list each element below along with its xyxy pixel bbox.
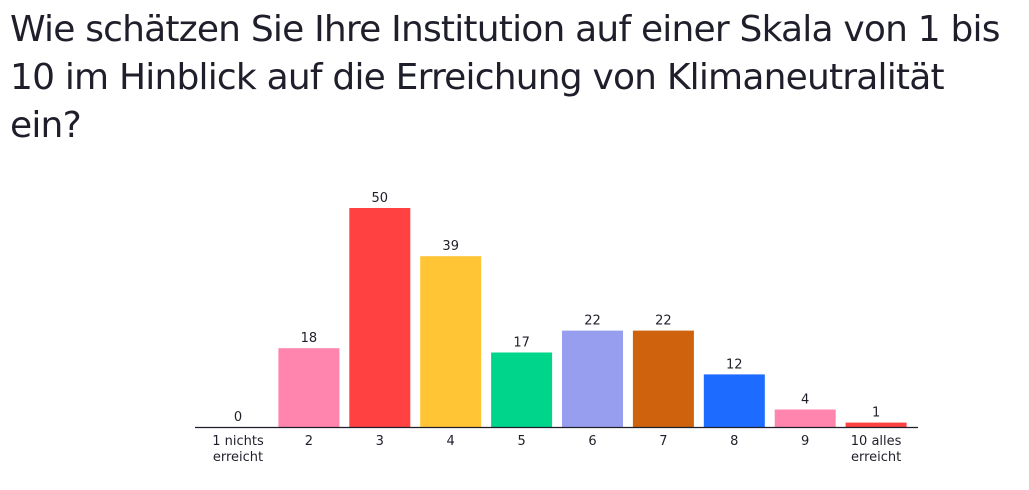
bar-6 [562, 330, 623, 427]
value-labels-group: 0 18 50 39 17 22 22 12 4 1 [234, 191, 880, 425]
x-tick-label-10: 10 alles erreicht [851, 434, 902, 465]
bars-group [278, 208, 907, 427]
x-tick-label-line: 10 alles [851, 434, 902, 449]
bar-7 [632, 330, 694, 427]
x-tick-label-line: 2 [305, 434, 313, 449]
value-label-6: 22 [584, 314, 601, 329]
x-tick-label-line: 3 [376, 434, 384, 449]
x-tick-label-line: 7 [659, 434, 667, 449]
x-tick-label-line: 6 [588, 434, 596, 449]
x-tick-label-line: 9 [801, 434, 809, 449]
x-tick-label-6: 6 [588, 434, 596, 449]
value-label-8: 12 [726, 357, 743, 372]
x-tick-label-line: erreicht [851, 450, 901, 465]
x-tick-label-line: 8 [730, 434, 738, 449]
x-tick-label-2: 2 [305, 434, 313, 449]
x-tick-label-line: 4 [447, 434, 455, 449]
value-label-5: 17 [513, 336, 530, 351]
bar-3 [349, 208, 411, 427]
value-label-1: 0 [234, 410, 242, 425]
x-tick-label-8: 8 [730, 434, 738, 449]
x-tick-label-5: 5 [517, 434, 525, 449]
value-label-4: 39 [442, 239, 459, 254]
x-tick-label-1: 1 nichts erreicht [212, 434, 264, 465]
value-label-2: 18 [301, 331, 318, 346]
bar-2 [278, 348, 340, 427]
x-tick-label-3: 3 [376, 434, 384, 449]
x-tick-label-4: 4 [447, 434, 455, 449]
bar-10 [845, 422, 907, 427]
value-label-7: 22 [655, 314, 672, 329]
question-title: Wie schätzen Sie Ihre Institution auf ei… [10, 9, 1001, 146]
value-label-3: 50 [372, 191, 389, 206]
bar-8 [703, 374, 765, 427]
bar-4 [420, 256, 482, 427]
value-label-10: 1 [872, 406, 880, 421]
bar-9 [774, 409, 836, 427]
x-tick-label-line: erreicht [213, 450, 263, 465]
x-tick-label-line: 1 nichts [212, 434, 264, 449]
x-tick-label-9: 9 [801, 434, 809, 449]
value-label-9: 4 [801, 393, 809, 408]
x-tick-label-7: 7 [659, 434, 667, 449]
x-tick-label-line: 5 [517, 434, 525, 449]
bar-5 [491, 352, 553, 427]
